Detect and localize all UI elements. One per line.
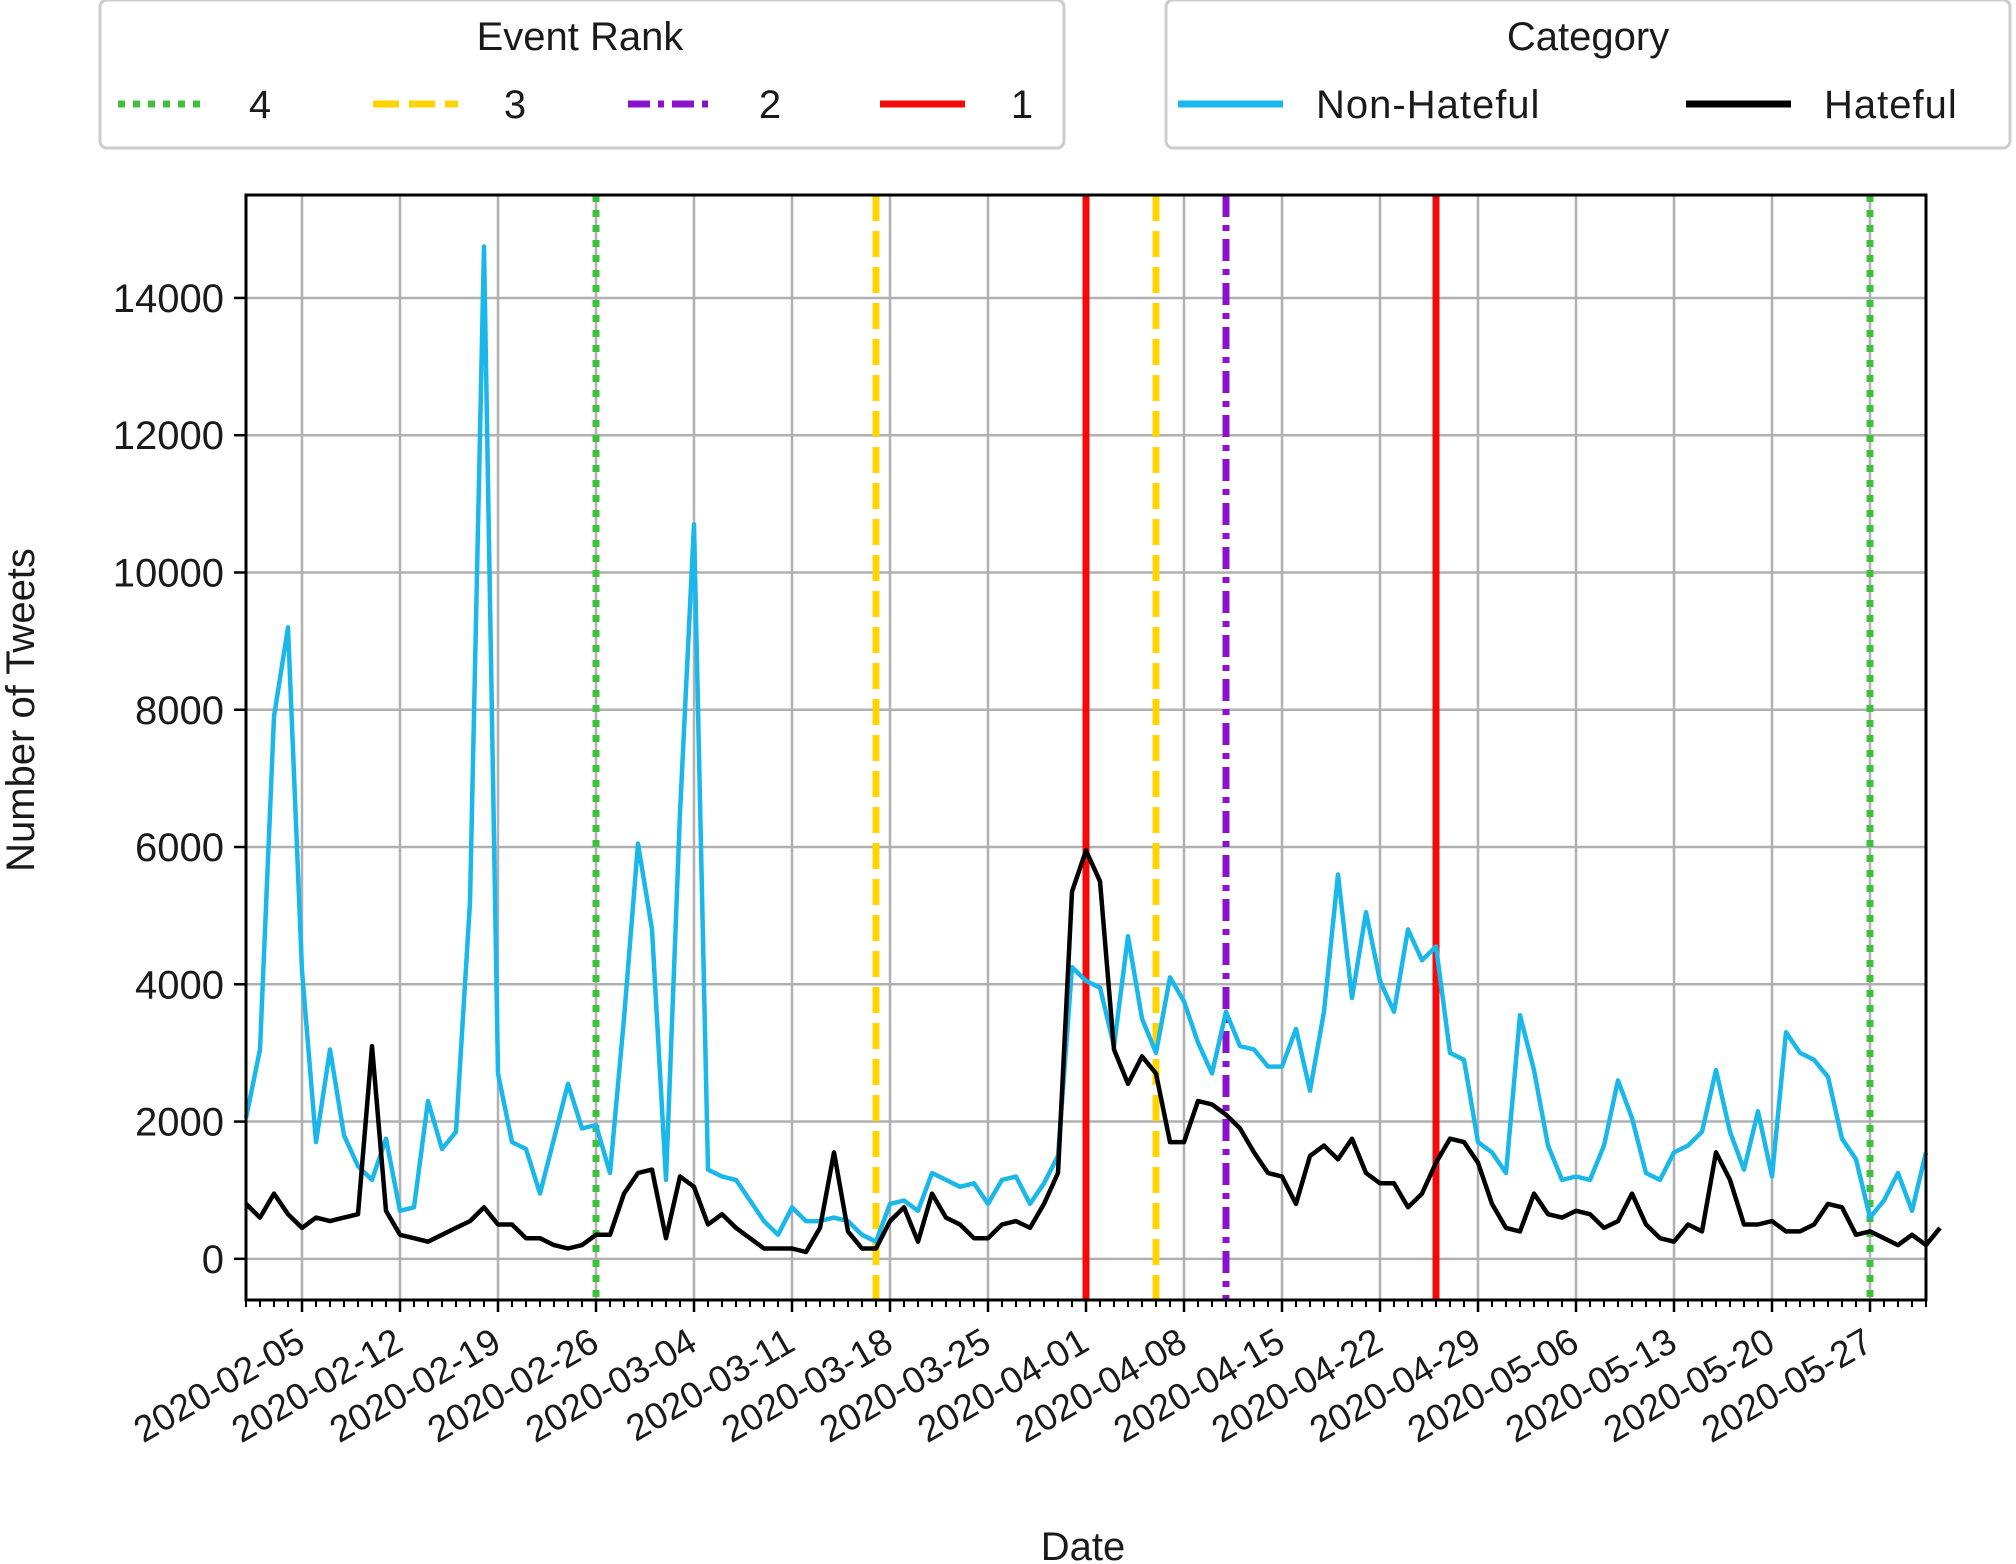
event-lines	[592, 195, 1874, 1300]
legend-label-rank-2: 2	[759, 83, 781, 127]
y-axis-label: Number of Tweets	[0, 548, 43, 872]
legend-label-rank-4: 4	[249, 83, 271, 127]
series-line-non-hateful	[243, 244, 1929, 1244]
legend-category-box	[1164, 0, 2012, 150]
legend-label-non-hateful: Non-Hateful	[1316, 83, 1540, 127]
y-tick-label: 12000	[113, 414, 224, 458]
legend-event-rank-title: Event Rank	[477, 15, 685, 59]
series	[243, 244, 1942, 1255]
y-tick-label: 2000	[135, 1101, 224, 1145]
legend-category: Category Non-Hateful Hateful	[1164, 0, 2012, 150]
y-tick-label: 0	[202, 1238, 224, 1282]
legend-category-entries: Non-Hateful Hateful	[1178, 83, 1958, 127]
legend-label-rank-1: 1	[1011, 83, 1033, 127]
legend-label-hateful: Hateful	[1824, 83, 1958, 127]
legend-event-rank: Event Rank 4 3 2 1	[98, 0, 1066, 150]
y-tick-label: 10000	[113, 551, 224, 595]
legend-event-rank-box	[98, 0, 1066, 150]
y-tick-label: 14000	[113, 277, 224, 321]
y-tick-label: 8000	[135, 689, 224, 733]
legend-event-rank-entries: 4 3 2 1	[118, 83, 1033, 127]
y-tick-label: 6000	[135, 826, 224, 870]
series-line-hateful	[244, 848, 1942, 1255]
legend-label-rank-3: 3	[504, 83, 526, 127]
x-axis-ticks: 2020-02-052020-02-122020-02-192020-02-26…	[127, 1300, 1927, 1450]
y-tick-label: 4000	[135, 963, 224, 1007]
x-axis-label: Date	[1041, 1525, 1126, 1564]
y-axis-ticks: 0 2000 4000 6000 8000 10000 12000 14000	[113, 277, 246, 1282]
legend-category-title: Category	[1507, 15, 1669, 59]
